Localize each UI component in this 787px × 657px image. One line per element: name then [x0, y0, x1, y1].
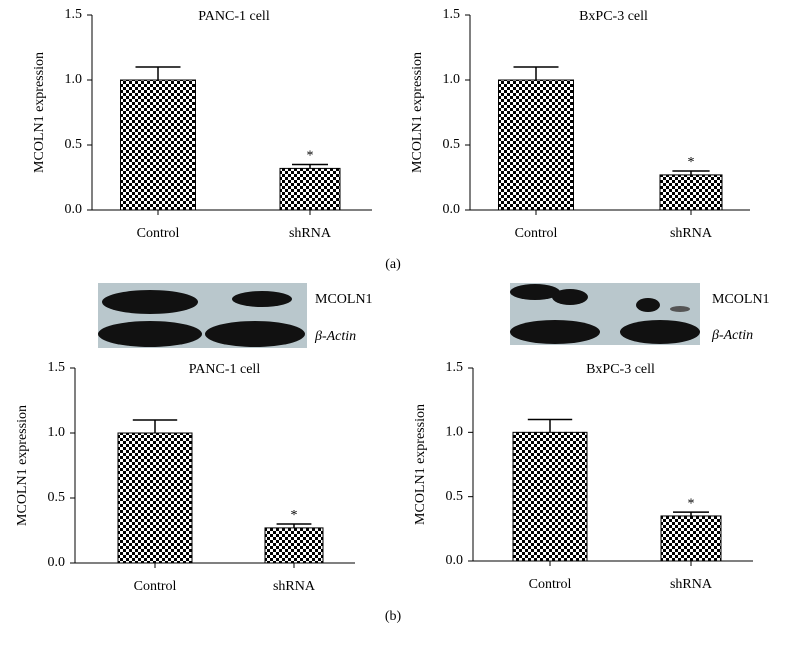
- x-tick-label: Control: [137, 226, 180, 241]
- bar: [659, 174, 723, 211]
- y-tick-label: 1.0: [65, 72, 83, 87]
- blot-label: β-Actin: [314, 329, 356, 344]
- y-tick-label: 1.0: [443, 72, 461, 87]
- y-tick-label: 0.5: [443, 137, 461, 152]
- y-tick-label: 1.5: [443, 7, 461, 22]
- y-tick-label: 0.0: [443, 202, 461, 217]
- error-bar: [672, 170, 710, 175]
- western-blot: [98, 283, 307, 348]
- error-bar: [292, 163, 328, 169]
- error-bar: [673, 511, 709, 516]
- error-bar: [527, 418, 573, 433]
- x-tick-label: shRNA: [670, 226, 713, 241]
- panel-label: (a): [385, 257, 401, 272]
- error-bar: [276, 523, 312, 528]
- western-blot: [510, 283, 700, 345]
- y-tick-label: 0.5: [65, 137, 83, 152]
- bar: [120, 79, 196, 211]
- bar: [512, 431, 588, 562]
- chart-title: PANC-1 cell: [189, 362, 261, 377]
- x-tick-label: Control: [529, 577, 572, 592]
- bar: [117, 432, 193, 564]
- bar: [660, 515, 722, 562]
- y-tick-label: 0.0: [48, 555, 66, 570]
- panel-label: (b): [385, 609, 402, 624]
- x-tick-label: Control: [515, 226, 558, 241]
- chart-title: BxPC-3 cell: [579, 9, 648, 24]
- y-tick-label: 0.0: [65, 202, 83, 217]
- y-tick-label: 0.5: [48, 490, 66, 505]
- y-tick-label: 0.0: [446, 553, 464, 568]
- bar: [264, 527, 324, 564]
- y-axis-label: MCOLN1 expression: [32, 52, 47, 173]
- chart-title: PANC-1 cell: [198, 9, 270, 24]
- chart-title: BxPC-3 cell: [586, 362, 655, 377]
- y-axis-label: MCOLN1 expression: [410, 52, 425, 173]
- x-tick-label: Control: [134, 579, 177, 594]
- y-tick-label: 1.0: [446, 425, 464, 440]
- significance-mark: *: [688, 155, 695, 170]
- significance-mark: *: [307, 149, 314, 164]
- error-bar: [132, 419, 178, 433]
- y-tick-label: 1.0: [48, 425, 66, 440]
- x-tick-label: shRNA: [273, 579, 316, 594]
- x-tick-label: shRNA: [289, 226, 332, 241]
- significance-mark: *: [688, 496, 695, 511]
- significance-mark: *: [291, 508, 298, 523]
- y-tick-label: 1.5: [65, 7, 83, 22]
- y-tick-label: 0.5: [446, 489, 464, 504]
- error-bar: [513, 66, 559, 80]
- y-tick-label: 1.5: [446, 360, 464, 375]
- blot-label: β-Actin: [711, 328, 753, 343]
- error-bar: [135, 66, 181, 80]
- x-tick-label: shRNA: [670, 577, 713, 592]
- y-axis-label: MCOLN1 expression: [15, 405, 30, 526]
- blot-label: MCOLN1: [712, 292, 770, 307]
- bar: [498, 79, 574, 211]
- y-axis-label: MCOLN1 expression: [413, 404, 428, 525]
- blot-label: MCOLN1: [315, 292, 373, 307]
- bar: [279, 167, 341, 211]
- y-tick-label: 1.5: [48, 360, 66, 375]
